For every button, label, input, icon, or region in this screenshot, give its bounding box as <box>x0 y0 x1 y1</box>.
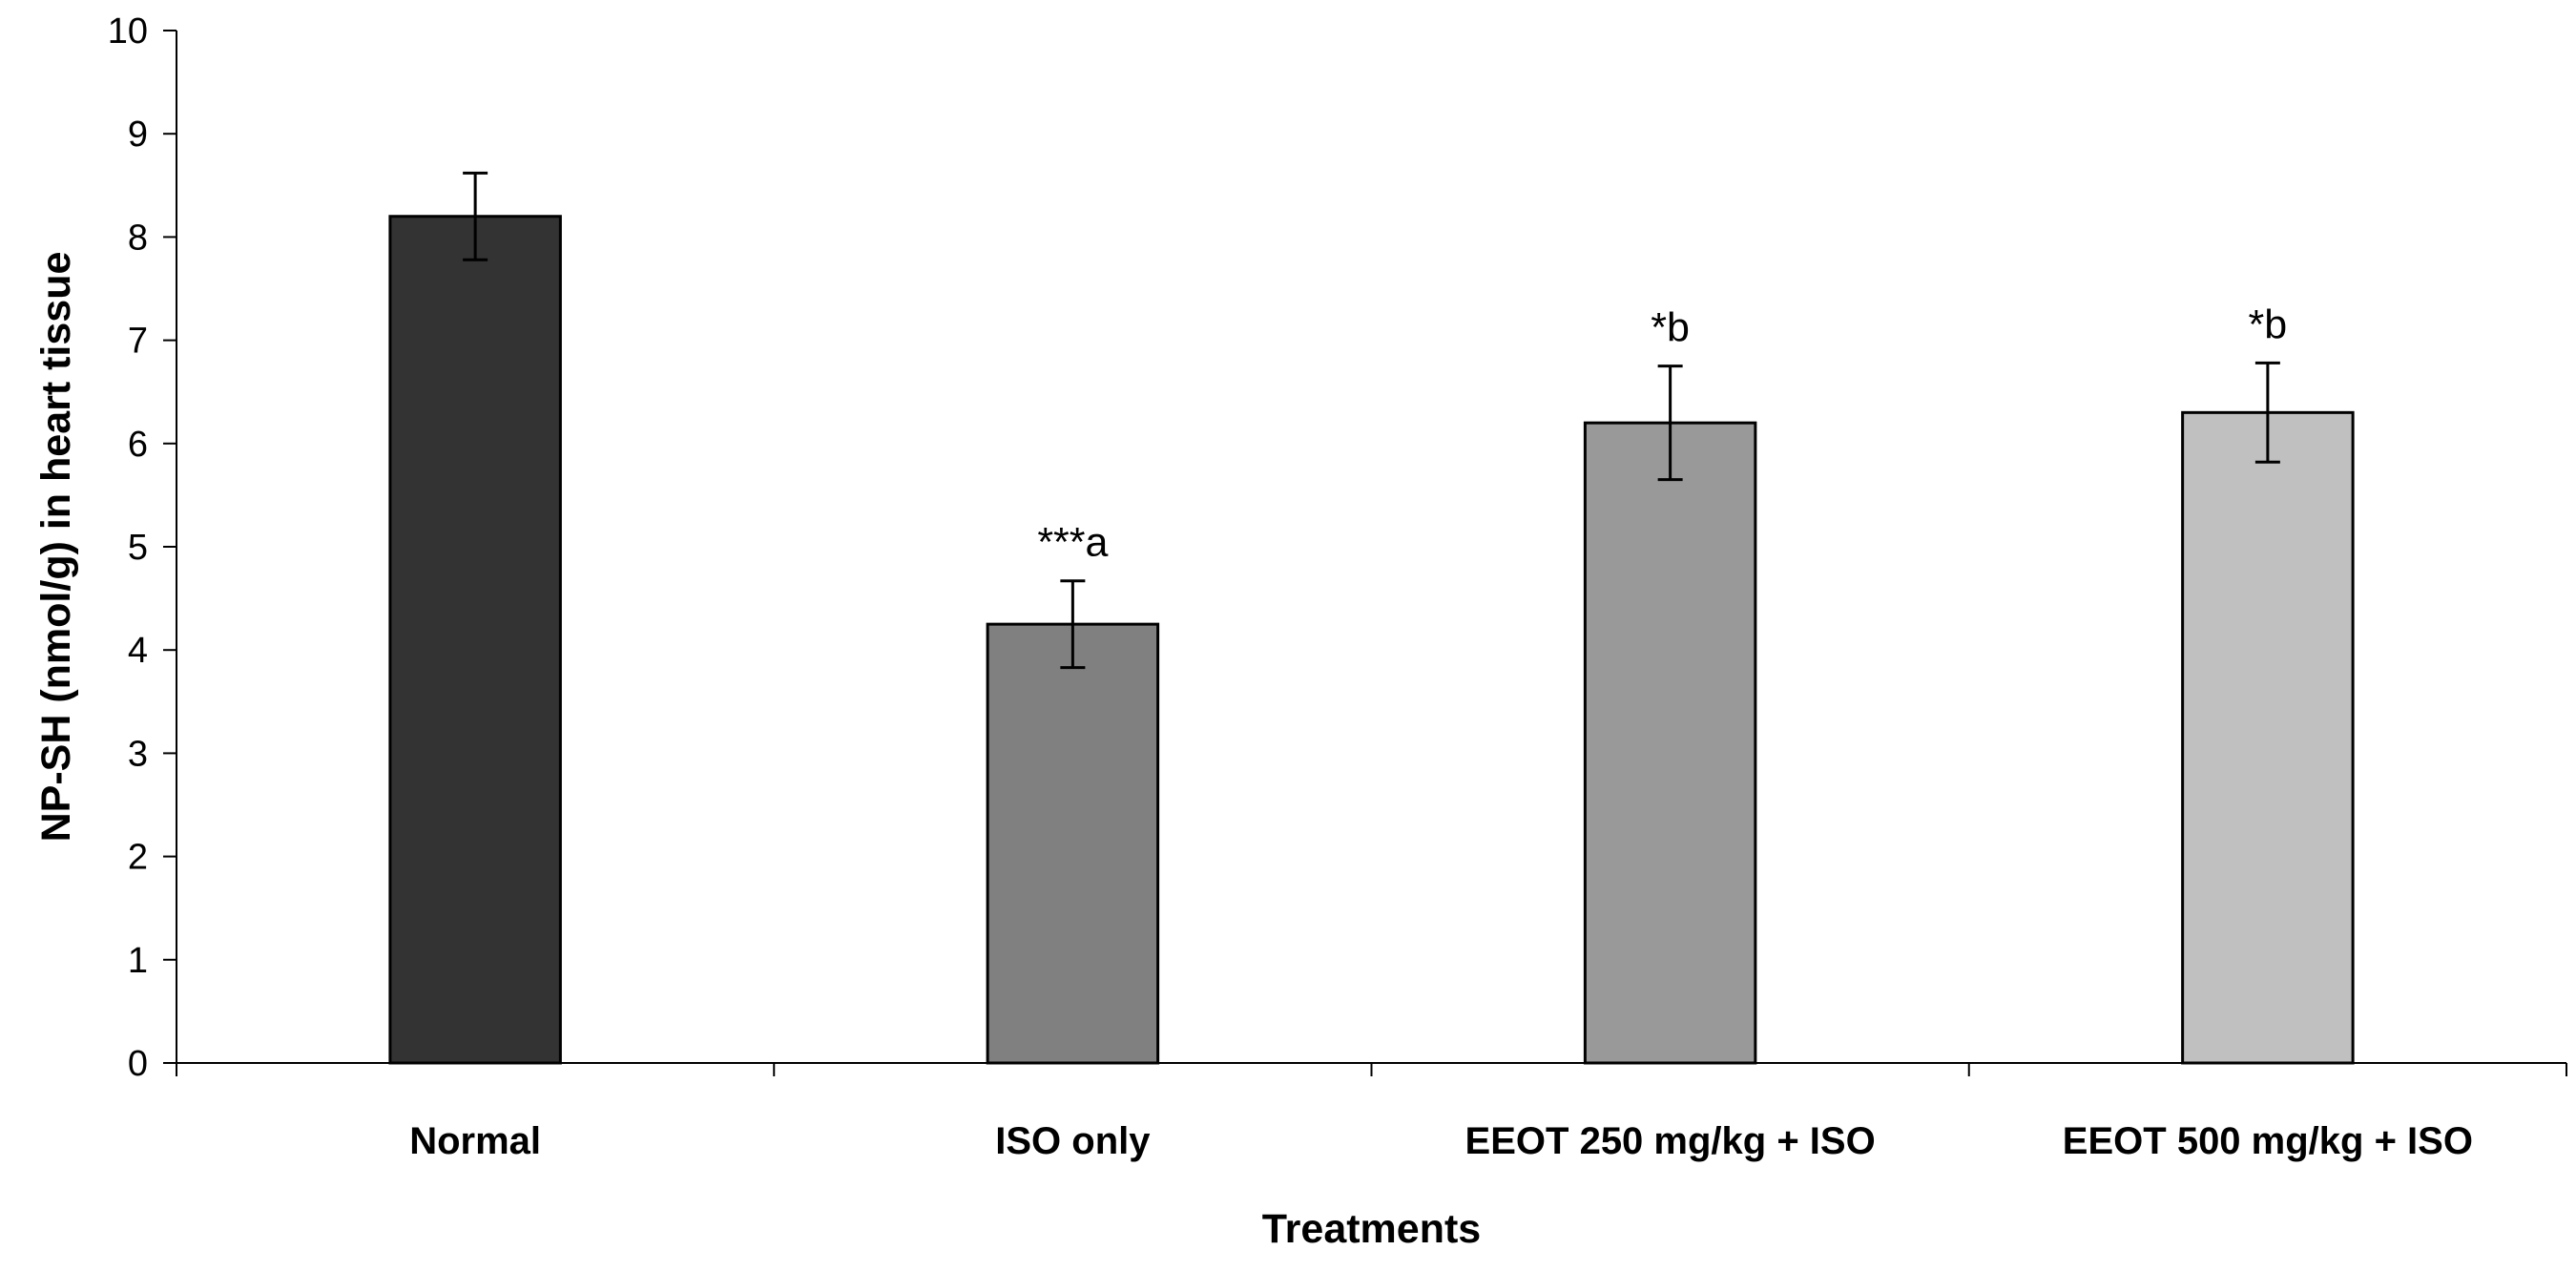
y-ticks-layer: 0 1 2 3 4 5 6 7 8 9 10 <box>108 11 177 1084</box>
y-axis-title: NP-SH (nmol/g) in heart tissue <box>33 252 79 843</box>
category-label-2: ISO only <box>995 1120 1151 1162</box>
y-tick-label: 4 <box>128 631 148 671</box>
y-tick-label: 2 <box>128 838 148 878</box>
bar-4 <box>2181 410 2355 1065</box>
significance-label-2: ***a <box>1037 520 1108 566</box>
y-tick-label: 7 <box>128 322 148 362</box>
bar-1 <box>388 215 562 1065</box>
significance-label-4: *b <box>2249 302 2288 347</box>
error-bars-layer <box>463 171 2280 670</box>
bars-layer <box>388 215 2355 1065</box>
y-tick-label: 1 <box>128 941 148 981</box>
y-tick-label: 0 <box>128 1044 148 1084</box>
x-ticks-layer <box>176 1063 2567 1076</box>
y-tick-label: 8 <box>128 218 148 258</box>
labels-layer: Normal ***a ISO only *b EEOT 250 mg/kg + ISO… <box>409 302 2473 1162</box>
category-label-3: EEOT 250 mg/kg + ISO <box>1465 1120 1876 1162</box>
y-tick-label: 9 <box>128 115 148 155</box>
x-axis-title: Treatments <box>1262 1206 1481 1252</box>
y-tick-label: 6 <box>128 425 148 465</box>
bar-3 <box>1583 421 1757 1065</box>
y-tick-label: 10 <box>108 11 148 52</box>
y-tick-label: 5 <box>128 528 148 568</box>
category-label-1: Normal <box>409 1120 541 1162</box>
significance-label-3: *b <box>1651 305 1690 351</box>
y-tick-label: 3 <box>128 734 148 774</box>
bar-2 <box>986 622 1160 1065</box>
category-label-4: EEOT 500 mg/kg + ISO <box>2063 1120 2473 1162</box>
